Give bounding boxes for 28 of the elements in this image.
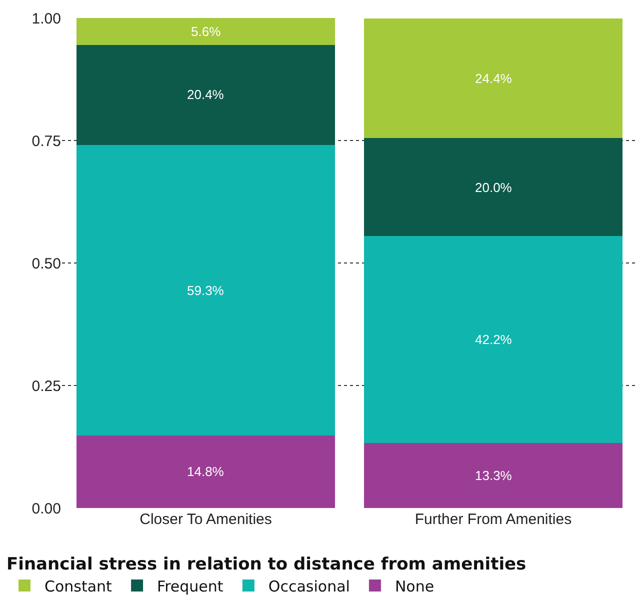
x-tick-label: Further From Amenities — [414, 511, 572, 528]
data-label: 14.8% — [187, 464, 224, 479]
data-label: 42.2% — [475, 332, 512, 347]
y-tick-label: 0.25 — [32, 378, 61, 395]
y-tick-label: 0.00 — [32, 500, 61, 518]
bar — [364, 442, 623, 508]
y-tick-label: 1.00 — [32, 10, 61, 28]
y-tick-label: 0.75 — [32, 132, 61, 150]
data-label: 20.0% — [475, 180, 512, 195]
data-label: 59.3% — [187, 283, 224, 298]
legend-label: Constant — [44, 577, 112, 596]
y-tick-label: 0.50 — [32, 255, 61, 272]
bar — [364, 138, 623, 236]
data-label: 20.4% — [187, 87, 224, 102]
bar — [364, 18, 623, 138]
legend-label: Occasional — [268, 577, 350, 596]
legend-label: None — [394, 577, 434, 596]
legend-title: Financial stress in relation to distance from amenities — [6, 554, 526, 574]
bar — [364, 236, 623, 443]
x-tick-label: Closer To Amenities — [140, 511, 272, 528]
bar — [76, 18, 336, 45]
bar — [76, 44, 336, 145]
data-label: 13.3% — [475, 468, 512, 483]
bar — [76, 435, 336, 508]
data-label: 24.4% — [475, 71, 512, 86]
data-label: 5.6% — [191, 24, 222, 39]
legend-label: Frequent — [157, 577, 224, 596]
bar — [76, 144, 336, 436]
